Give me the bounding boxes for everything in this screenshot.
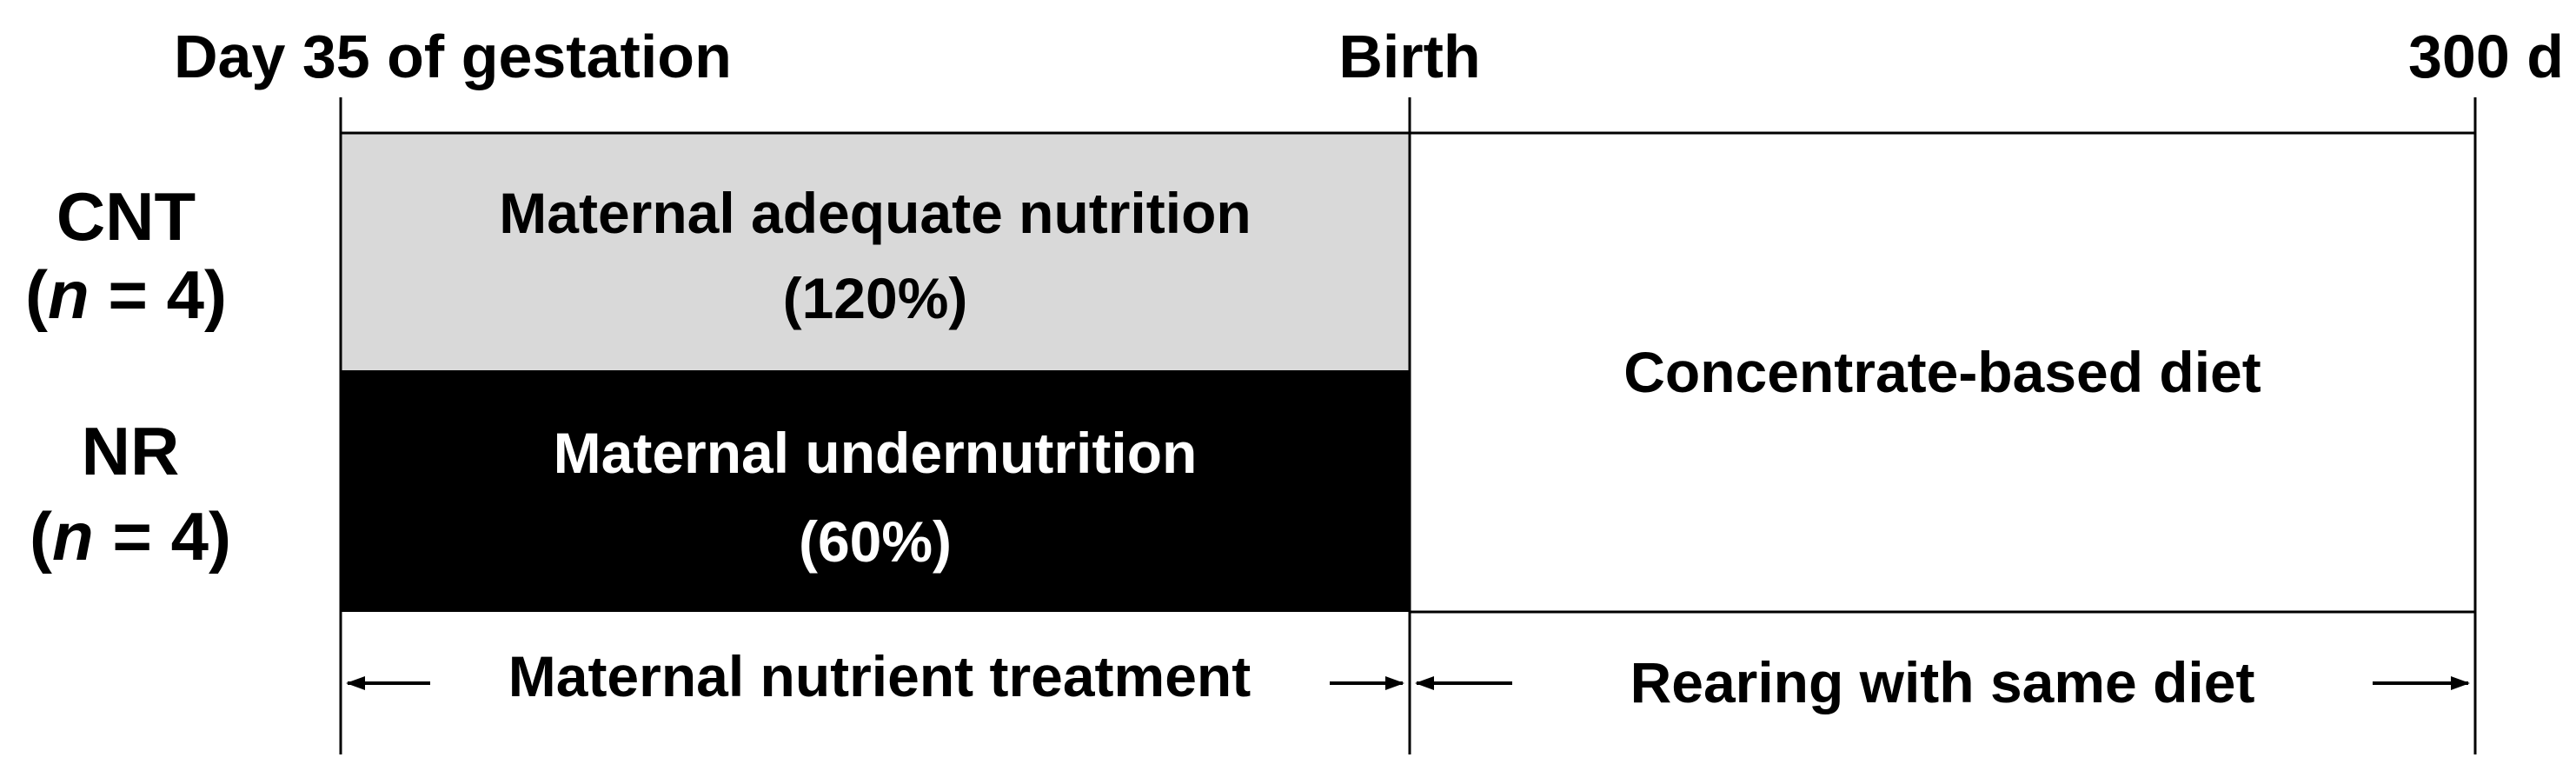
group-cnt-n: (n = 4) [25, 256, 227, 333]
nr-box-line2: (60%) [798, 509, 953, 574]
nr-box [341, 370, 1410, 612]
post-birth-box [1408, 131, 2477, 614]
timeline-birth-label: Birth [1338, 23, 1481, 90]
group-nr-n: (n = 4) [30, 498, 231, 575]
cnt-box [341, 133, 1410, 370]
cnt-box-line1: Maternal adequate nutrition [499, 181, 1251, 245]
nr-box-line1: Maternal undernutrition [553, 421, 1198, 485]
post-birth-box-text: Concentrate-based diet [1623, 340, 2261, 404]
timeline-start-label: Day 35 of gestation [174, 23, 732, 90]
phase-rearing-label: Rearing with same diet [1630, 650, 2255, 714]
cnt-box-line2: (120%) [782, 266, 968, 330]
group-cnt-name: CNT [56, 178, 196, 255]
phase-treatment-label: Maternal nutrient treatment [508, 644, 1251, 708]
group-nr-name: NR [81, 413, 180, 489]
timeline-end-label: 300 d [2408, 23, 2564, 90]
